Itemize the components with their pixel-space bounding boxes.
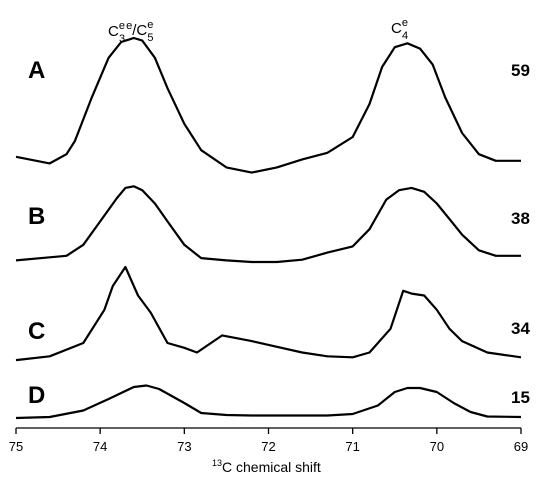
x-tick-label-73: 73 (177, 439, 191, 454)
x-tick-label-71: 71 (345, 439, 359, 454)
x-tick-label-70: 70 (430, 439, 444, 454)
x-tick-label-69: 69 (514, 439, 528, 454)
x-tick-label-75: 75 (9, 439, 23, 454)
spectrum-trace-b (15, 185, 521, 264)
row-letter-d: D (28, 382, 45, 409)
peak-label-c4: Ce 4 (391, 17, 408, 42)
x-tick-label-74: 74 (93, 439, 107, 454)
x-axis-ticks: 75 74 73 72 71 70 69 (9, 428, 528, 454)
row-value-d: 15 (511, 388, 530, 407)
row-value-b: 38 (511, 209, 530, 228)
row-letter-c: C (28, 318, 45, 345)
peak-label-c3-c5: Ce 3e/Ce 5 (108, 19, 153, 45)
row-letter-a: A (28, 57, 45, 84)
spectrum-trace-c (15, 265, 522, 362)
row-value-c: 34 (511, 319, 530, 338)
row-letter-b: B (28, 203, 45, 230)
row-value-a: 59 (511, 61, 530, 80)
x-axis-label: 13C chemical shift (212, 458, 321, 475)
x-tick-label-72: 72 (261, 439, 275, 454)
spectrum-trace-d (15, 384, 522, 420)
spectrum-trace-a (15, 36, 521, 174)
